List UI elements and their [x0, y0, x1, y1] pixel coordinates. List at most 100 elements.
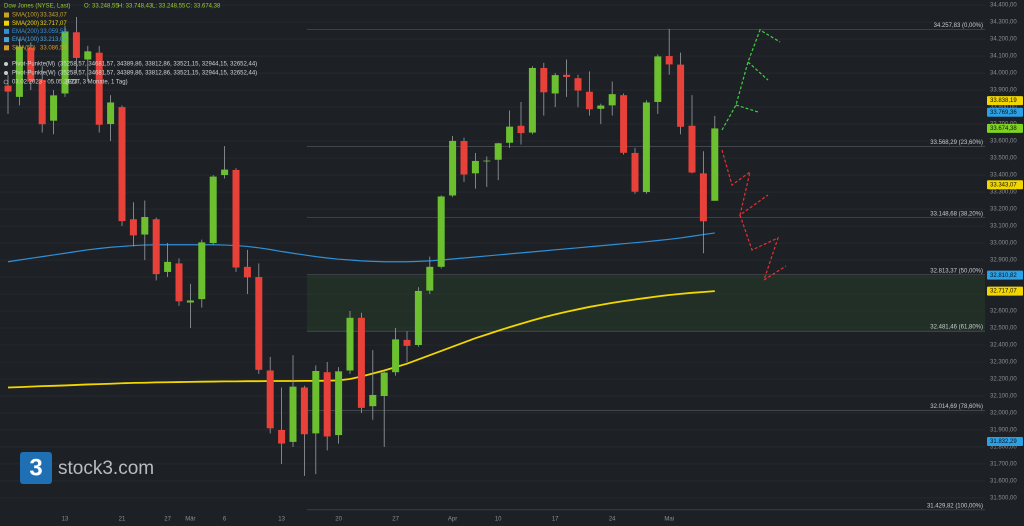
legend-value: 33.213,07: [40, 37, 67, 43]
candle-body: [688, 125, 696, 173]
candle-body: [631, 152, 639, 192]
price-badge: [987, 436, 1023, 446]
legend-swatch: [4, 37, 9, 43]
candle-body: [221, 169, 229, 176]
y-tick-label: 33.900,00: [990, 88, 1017, 94]
price-badge-label: 33.674,38: [990, 126, 1017, 132]
price-badge-label: 32.717,07: [990, 289, 1017, 295]
candle-body: [608, 94, 616, 106]
instrument: Dow Jones (NYSE, Last): [4, 4, 70, 10]
legend-value: 32.717,07: [40, 21, 67, 27]
candle-body: [346, 317, 354, 371]
y-tick-label: 33.400,00: [990, 173, 1017, 179]
fib-label: 32.481,46 (61,80%): [930, 325, 983, 331]
candle-body: [186, 300, 194, 303]
candle-body: [300, 387, 308, 435]
candle-body: [243, 266, 251, 278]
candle-body: [620, 95, 628, 153]
candle-body: [563, 74, 571, 77]
price-badge: [987, 96, 1023, 106]
candle-body: [574, 78, 582, 91]
x-tick-label: 13: [62, 517, 69, 523]
candle-body: [232, 169, 240, 268]
x-tick-label: 10: [495, 517, 502, 523]
legend-name: EMA(200): [12, 29, 39, 35]
candle-body: [585, 91, 593, 110]
y-tick-label: 31.900,00: [990, 428, 1017, 434]
candle-body: [369, 394, 377, 407]
candle-body: [4, 85, 12, 92]
y-tick-label: 34.400,00: [990, 3, 1017, 9]
candle-body: [289, 386, 297, 442]
x-tick-label: 17: [552, 517, 559, 523]
candle-body: [335, 371, 343, 436]
legend-name: EMA(100): [12, 37, 39, 43]
date-note: (EDT, 3 Monate, 1 Tag): [66, 80, 128, 86]
pivot-values: (35258,57, 34681,57, 34389,86, 33812,86,…: [58, 62, 257, 68]
candle-body: [323, 372, 331, 437]
x-tick-label: 21: [119, 517, 126, 523]
y-tick-label: 33.800,00: [990, 105, 1017, 111]
candle-body: [699, 173, 707, 222]
x-tick-label: 20: [335, 517, 342, 523]
price-badge: [987, 270, 1023, 280]
price-badge: [987, 107, 1023, 117]
price-badge-label: 33.838,19: [990, 98, 1017, 104]
candle-body: [414, 290, 422, 346]
legend-name: SMA(50): [12, 45, 36, 51]
price-badge-label: 33.343,07: [990, 182, 1017, 188]
candle-body: [107, 102, 115, 125]
candle-body: [665, 56, 673, 65]
legend-swatch: [4, 28, 9, 34]
price-badge-label: 31.832,29: [990, 439, 1017, 445]
price-badge: [987, 123, 1023, 133]
y-tick-label: 33.100,00: [990, 224, 1017, 230]
candle-body: [494, 143, 502, 160]
pivot-name: Pivot-Punkte(W): [12, 71, 56, 77]
ohlc: L: 33.248,55: [152, 4, 186, 10]
candle-body: [152, 219, 160, 275]
y-tick-label: 33.300,00: [990, 190, 1017, 196]
fib-label: 32.813,37 (50,00%): [930, 268, 983, 274]
candle-body: [357, 317, 365, 408]
fib-zone: [307, 274, 985, 332]
legend-swatch: [4, 45, 9, 51]
arrow-up: [721, 29, 781, 131]
logo: 3 stock3.com: [20, 452, 154, 484]
candle-body: [175, 263, 183, 302]
x-tick-label: 6: [223, 517, 227, 523]
candle-body: [449, 140, 457, 196]
fib-label: 32.014,69 (78,60%): [930, 404, 983, 410]
y-tick-label: 34.000,00: [990, 71, 1017, 77]
candle-body: [27, 47, 35, 82]
pivot-name: Pivot-Punkte(M): [12, 62, 55, 68]
legend-icon: [4, 62, 8, 66]
x-tick-label: 24: [609, 517, 616, 523]
ohlc: C: 33.674,38: [186, 4, 221, 10]
candle-body: [266, 370, 274, 429]
candle-body: [164, 261, 172, 272]
logo-icon-text: 3: [29, 454, 42, 481]
candle-body: [506, 126, 514, 143]
candle-body: [677, 64, 685, 127]
candle-body: [141, 217, 149, 235]
candle-body: [471, 160, 479, 174]
candle-body: [528, 67, 536, 133]
y-tick-label: 34.100,00: [990, 54, 1017, 60]
y-tick-label: 32.300,00: [990, 360, 1017, 366]
candle-body: [426, 266, 434, 291]
pivot-values: (35258,57, 34681,57, 34389,86, 33812,86,…: [58, 71, 257, 77]
y-tick-label: 31.700,00: [990, 462, 1017, 468]
legend-value: 33.086,59: [40, 45, 67, 51]
y-tick-label: 32.500,00: [990, 326, 1017, 332]
y-tick-label: 32.600,00: [990, 309, 1017, 315]
candle-body: [312, 371, 320, 434]
x-tick-label: 27: [164, 517, 171, 523]
candle-body: [380, 372, 388, 396]
x-tick-label: 27: [392, 517, 399, 523]
candle-body: [403, 339, 411, 346]
y-tick-label: 33.000,00: [990, 241, 1017, 247]
plot: 31.500,00 31.600,00 31.700,00 31.800,00 31.9…: [0, 3, 1023, 523]
price-badge: [987, 286, 1023, 296]
